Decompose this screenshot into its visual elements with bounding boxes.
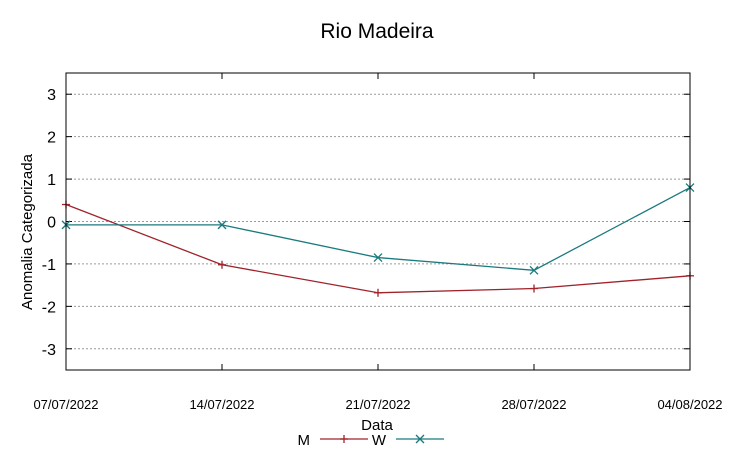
data-point-M	[530, 284, 538, 293]
y-tick-label: -3	[42, 342, 56, 359]
y-axis-ticks: 3 2 1 0 -1 -2 -3	[42, 87, 690, 359]
y-tick-label: 1	[47, 172, 56, 189]
x-tick-label: 28/07/2022	[501, 397, 566, 412]
series-group	[61, 183, 695, 297]
legend-label-W: W	[372, 432, 387, 449]
y-tick-label: -2	[42, 299, 56, 316]
x-axis-label: Data	[361, 417, 393, 434]
y-tick-label: 2	[47, 130, 56, 147]
legend-marker-M	[340, 435, 348, 443]
x-tick-label: 14/07/2022	[189, 397, 254, 412]
x-tick-label: 21/07/2022	[345, 397, 410, 412]
y-axis-label: Anomalia Categorizada	[19, 153, 36, 310]
y-tick-label: 3	[47, 87, 56, 104]
plot-frame	[65, 72, 691, 371]
data-point-W	[373, 253, 383, 263]
data-point-M	[374, 288, 382, 297]
x-tick-label: 04/08/2022	[657, 397, 722, 412]
grid-lines	[66, 93, 690, 350]
chart-title: Rio Madeira	[320, 20, 434, 43]
legend-label-M: M	[298, 432, 311, 449]
data-point-W	[529, 265, 539, 275]
legend-marker-W	[415, 434, 425, 444]
x-axis-ticks: 07/07/2022 14/07/2022 21/07/2022 28/07/2022…	[33, 73, 723, 412]
data-point-W	[217, 220, 227, 230]
data-point-M	[218, 260, 226, 269]
y-tick-label: -1	[42, 257, 56, 274]
y-tick-label: 0	[47, 215, 56, 232]
x-tick-label: 07/07/2022	[33, 397, 98, 412]
